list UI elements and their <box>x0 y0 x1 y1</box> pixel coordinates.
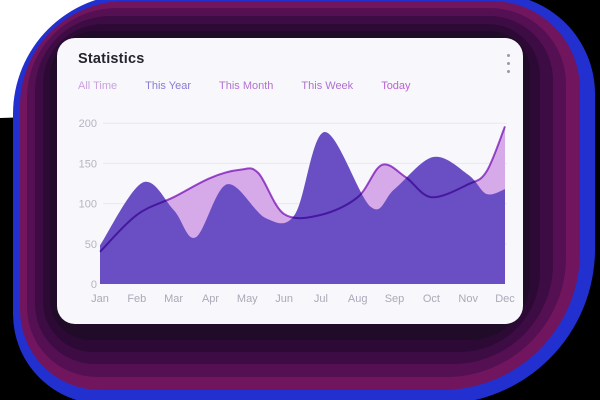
svg-text:Dec: Dec <box>495 293 515 305</box>
svg-text:0: 0 <box>91 279 97 291</box>
svg-text:50: 50 <box>85 239 97 251</box>
svg-text:Jun: Jun <box>275 293 293 305</box>
svg-text:Oct: Oct <box>423 293 440 305</box>
tab-all-time[interactable]: All Time <box>78 80 118 92</box>
svg-text:150: 150 <box>79 158 97 170</box>
svg-text:Feb: Feb <box>127 293 146 305</box>
statistics-card: Statistics All Time This Year This Month Th… <box>57 38 523 324</box>
svg-text:100: 100 <box>79 199 97 211</box>
svg-text:Mar: Mar <box>164 293 183 305</box>
card-title: Statistics <box>78 51 145 67</box>
kebab-vertical-icon <box>506 61 510 65</box>
kebab-vertical-icon <box>506 69 510 73</box>
svg-text:Aug: Aug <box>348 293 368 305</box>
area-chart: 0 50 100 150 200 Jan Feb Mar Apr May Jun Jul Aug Sep O… <box>79 118 516 305</box>
svg-text:Sep: Sep <box>385 293 405 305</box>
svg-text:May: May <box>237 293 258 305</box>
svg-text:Apr: Apr <box>202 293 219 305</box>
tab-this-week[interactable]: This Week <box>301 80 354 92</box>
svg-text:Jan: Jan <box>91 293 109 305</box>
kebab-vertical-icon <box>506 53 510 57</box>
kebab-menu-button[interactable] <box>499 50 517 76</box>
svg-text:Nov: Nov <box>458 293 478 305</box>
tab-this-month[interactable]: This Month <box>219 80 274 92</box>
tab-this-year[interactable]: This Year <box>145 80 191 92</box>
tab-today[interactable]: Today <box>381 80 411 92</box>
svg-text:200: 200 <box>79 118 97 130</box>
time-range-tabs: All Time This Year This Month This Week Toda… <box>78 80 411 92</box>
svg-text:Jul: Jul <box>314 293 328 305</box>
